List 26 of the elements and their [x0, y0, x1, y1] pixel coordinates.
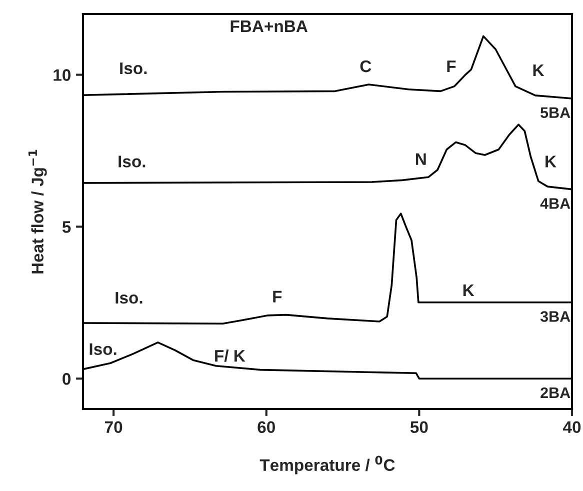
annotation: K [533, 64, 544, 76]
series-label: 3BA [540, 311, 570, 322]
annotation: Iso. [116, 292, 142, 304]
chart-title: FBA+nBA [230, 20, 308, 32]
annotation: Iso. [90, 343, 116, 356]
annotation: Iso. [120, 62, 147, 74]
x-tick-label: 40 [562, 421, 581, 434]
series-label: 2BA [540, 387, 570, 398]
y-tick-label: 0 [62, 373, 71, 385]
y-tick-label: 10 [54, 69, 71, 81]
series-label: 4BA [540, 198, 570, 209]
x-tick-label: 70 [105, 421, 122, 434]
x-tick-label: 50 [410, 421, 428, 434]
x-axis-title: Temperature / $^{0}$C [260, 456, 395, 474]
y-tick-label: 5 [62, 221, 71, 233]
annotation: K [463, 284, 474, 296]
annotation: F [273, 290, 282, 302]
annotation: Iso. [118, 156, 146, 168]
y-axis-title: Heat flow / Jg$^{−1}$ [28, 150, 47, 274]
annotation: N [416, 153, 426, 165]
annotation: F/ K [215, 349, 246, 362]
annotation: F [447, 60, 456, 72]
x-tick-label: 60 [258, 421, 275, 434]
series-label: 5BA [540, 107, 570, 118]
annotation: K [546, 156, 556, 168]
annotation: C [360, 60, 372, 72]
